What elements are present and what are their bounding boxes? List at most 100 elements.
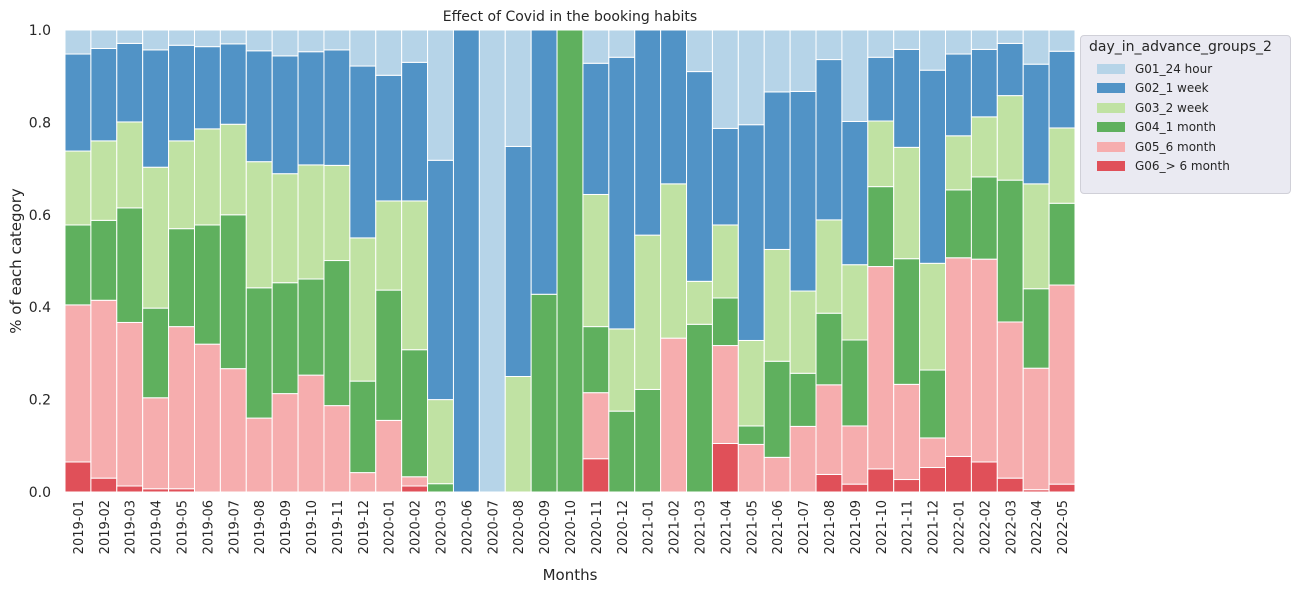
- chart-title: Effect of Covid in the booking habits: [443, 9, 697, 25]
- x-tick-label-2020-02: 2020-02: [409, 500, 424, 554]
- legend-item: G01_24 hour: [1089, 59, 1282, 79]
- bar-segment-2019-09-2: [271, 393, 299, 493]
- bar-segment-2019-04-3: [142, 307, 170, 399]
- bar-segment-2022-04-4: [1022, 183, 1050, 290]
- bar-segment-2019-02-3: [90, 219, 118, 301]
- y-tick-labels: 0.0 0.2 0.4 0.6 0.8 1.0: [29, 23, 51, 501]
- x-tick-label-2021-06: 2021-06: [771, 500, 786, 554]
- bar-segment-2022-02-4: [970, 116, 998, 178]
- legend-items: G01_24 hour G02_1 week G03_2 week G04_1 mon…: [1089, 59, 1282, 176]
- legend-label: G02_1 week: [1135, 81, 1209, 96]
- bar-segment-2021-10-2: [867, 266, 895, 470]
- bar-segment-2020-12-3: [608, 410, 636, 493]
- bar-segment-2020-11-3: [582, 326, 610, 394]
- bar-segment-2019-11-3: [323, 260, 351, 407]
- bar-segment-2019-05-3: [168, 228, 195, 328]
- bar-segment-2021-05-4: [737, 339, 765, 427]
- bar-segment-2019-11-4: [323, 164, 351, 262]
- bar-segment-2019-08-5: [245, 50, 273, 163]
- bar-segment-2019-10-2: [297, 374, 325, 493]
- bar-segment-2021-04-3: [711, 297, 739, 347]
- legend: day_in_advance_groups_2 G01_24 hour G02_1…: [1080, 35, 1291, 194]
- bar-segment-2019-08-3: [245, 287, 273, 419]
- bar-segment-2019-11-2: [323, 405, 351, 493]
- legend-swatch: [1097, 102, 1125, 113]
- x-tick-label-2021-05: 2021-05: [745, 500, 760, 554]
- x-tick-label-2020-08: 2020-08: [512, 500, 527, 554]
- bar-segment-2019-08-2: [245, 417, 273, 493]
- bar-segment-2021-08-4: [815, 219, 843, 314]
- x-tick-label-2019-02: 2019-02: [98, 500, 113, 554]
- x-tick-label-2020-10: 2020-10: [564, 500, 579, 554]
- bar-segment-2019-12-3: [349, 380, 377, 474]
- x-tick-label-2019-03: 2019-03: [124, 500, 139, 554]
- bar-segment-2022-05-5: [1048, 50, 1076, 129]
- bar-segment-2021-06-4: [763, 248, 791, 362]
- bar-segment-2021-12-6: [919, 29, 947, 71]
- x-tick-label-2019-09: 2019-09: [279, 500, 294, 554]
- bar-segment-2019-03-1: [116, 485, 144, 493]
- bar-segment-2020-06-5: [452, 29, 480, 493]
- x-tick-label-2021-08: 2021-08: [823, 500, 838, 554]
- legend-swatch: [1097, 83, 1125, 94]
- bar-segment-2021-04-5: [711, 127, 739, 226]
- legend-label: G01_24 hour: [1135, 61, 1213, 76]
- bar-segment-2021-07-5: [789, 90, 817, 292]
- x-tick-label-2021-03: 2021-03: [693, 500, 708, 554]
- bar-segment-2020-11-1: [582, 458, 610, 493]
- y-tick-label: 0.2: [29, 393, 51, 409]
- bar-segment-2019-04-4: [142, 166, 170, 309]
- bar-segment-2021-08-3: [815, 312, 843, 386]
- x-tick-label-2019-08: 2019-08: [253, 500, 268, 554]
- bar-segment-2021-12-3: [919, 369, 947, 439]
- bar-segment-2019-02-6: [90, 29, 118, 49]
- bar-segment-2019-03-4: [116, 121, 144, 209]
- bar-segment-2019-04-6: [142, 29, 170, 51]
- bar-segment-2019-06-4: [193, 128, 221, 226]
- x-tick-label-2020-01: 2020-01: [383, 500, 398, 554]
- bar-segment-2020-09-3: [530, 293, 558, 493]
- x-tick-label-2019-05: 2019-05: [176, 500, 191, 554]
- bar-segment-2022-05-3: [1048, 202, 1076, 286]
- bar-segment-2020-02-4: [401, 200, 429, 351]
- bar-segment-2019-08-4: [245, 161, 273, 289]
- bar-segment-2019-07-6: [219, 29, 247, 45]
- bar-segment-2021-07-3: [789, 372, 817, 427]
- bar-segment-2021-11-1: [893, 479, 921, 493]
- bar-segment-2021-11-5: [893, 48, 921, 148]
- bar-segment-2019-09-6: [271, 29, 299, 57]
- bar-segment-2020-08-5: [504, 145, 532, 377]
- bar-segment-2022-04-5: [1022, 63, 1050, 185]
- bar-segment-2022-05-6: [1048, 29, 1076, 52]
- bar-segment-2021-04-6: [711, 29, 739, 129]
- bar-segment-2019-04-2: [142, 397, 170, 490]
- bar-segment-2019-11-5: [323, 49, 351, 166]
- y-axis-label: % of each category: [7, 188, 25, 334]
- bar-segment-2019-07-2: [219, 368, 247, 493]
- bar-segment-2020-12-4: [608, 328, 636, 412]
- x-tick-label-2020-12: 2020-12: [616, 500, 631, 554]
- bar-segment-2019-01-2: [64, 304, 92, 463]
- bar-segment-2022-01-5: [945, 53, 972, 137]
- x-tick-label-2022-04: 2022-04: [1030, 500, 1045, 554]
- bar-segment-2020-02-2: [401, 476, 429, 487]
- bar-segment-2019-01-1: [64, 461, 92, 493]
- x-tick-label-2019-11: 2019-11: [331, 500, 346, 554]
- bar-segment-2019-12-5: [349, 65, 377, 239]
- bar-segment-2020-09-5: [530, 29, 558, 295]
- bar-segment-2021-02-4: [660, 183, 688, 339]
- bar-segment-2021-08-1: [815, 473, 843, 493]
- y-tick-label: 1.0: [29, 23, 51, 39]
- x-tick-label-2022-01: 2022-01: [952, 500, 967, 554]
- legend-item: G05_6 month: [1089, 137, 1282, 157]
- bar-segment-2022-04-2: [1022, 367, 1050, 491]
- bar-segment-2021-03-5: [686, 71, 713, 282]
- bar-segment-2022-02-3: [970, 176, 998, 260]
- bar-segment-2021-05-6: [737, 29, 765, 126]
- bar-segment-2019-12-6: [349, 29, 377, 67]
- x-tick-labels: 2019-01 2019-02 2019-03 2019-04 2019-05 2019-…: [72, 500, 1071, 554]
- bar-segment-2019-07-3: [219, 214, 247, 370]
- bar-segment-2021-10-4: [867, 120, 895, 188]
- bar-segment-2021-02-5: [660, 29, 688, 185]
